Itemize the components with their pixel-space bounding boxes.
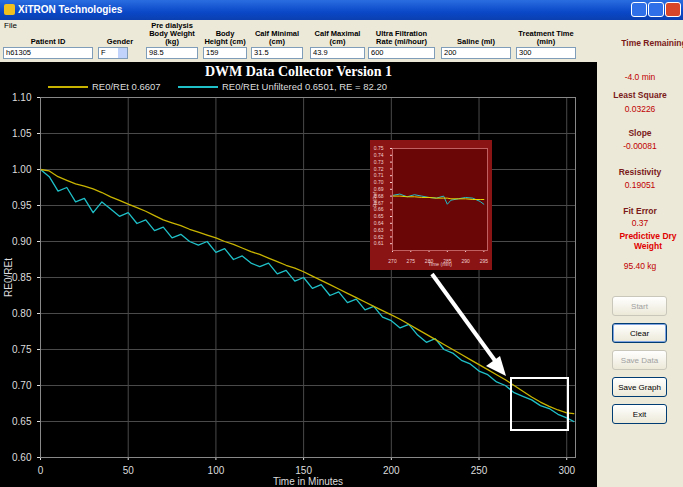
svg-text:0.60: 0.60	[12, 452, 32, 463]
svg-text:1.00: 1.00	[12, 164, 32, 175]
html-text:43.9: 43.9	[313, 48, 328, 57]
svg-text:275: 275	[407, 258, 416, 264]
html-text:Saline (ml): Saline (ml)	[457, 37, 495, 46]
svg-text:270: 270	[388, 258, 397, 264]
svg-text:0.68: 0.68	[373, 192, 384, 199]
html-text:Save Graph: Save Graph	[618, 382, 661, 392]
html-text:0.37: 0.37	[631, 218, 649, 228]
svg-text:0.75: 0.75	[12, 344, 32, 355]
svg-text:0.64: 0.64	[374, 220, 384, 226]
html-text:159: 159	[206, 48, 219, 57]
svg-text:0.95: 0.95	[12, 200, 32, 211]
svg-text:RE0/REt: RE0/REt	[3, 258, 14, 297]
html-text:Resistivity: Resistivity	[618, 167, 662, 177]
svg-text:0.71: 0.71	[374, 172, 384, 178]
svg-text:0.63: 0.63	[374, 227, 384, 233]
html-text:XiTRON Technologies: XiTRON Technologies	[18, 4, 123, 15]
html-text:-0.00081: -0.00081	[623, 141, 657, 151]
svg-text:100: 100	[208, 465, 225, 476]
html-text:31.5: 31.5	[254, 48, 269, 57]
svg-text:0.75: 0.75	[374, 145, 384, 151]
html-text:Pre dialysis Body Weight (kg): Pre dialysis Body Weight (kg)	[149, 21, 195, 46]
svg-text:0.85: 0.85	[12, 272, 32, 283]
svg-text:50: 50	[123, 465, 135, 476]
html-text:Patient ID: Patient ID	[30, 37, 66, 46]
svg-text:250: 250	[471, 465, 488, 476]
svg-text:0.70: 0.70	[374, 179, 384, 185]
svg-text:0: 0	[38, 465, 44, 476]
html-text:RE0/REt Unfiltered 0.6501, RE: RE0/REt Unfiltered 0.6501, RE = 82.20	[222, 81, 387, 92]
svg-text:0.65: 0.65	[12, 416, 32, 427]
html-text:Clear: Clear	[629, 328, 650, 338]
svg-text:200: 200	[383, 465, 400, 476]
html-text:Treatment Time (min): Treatment Time (min)	[518, 29, 574, 46]
svg-text:0.72: 0.72	[374, 166, 384, 172]
svg-text:0.69: 0.69	[374, 186, 384, 192]
svg-text:150: 150	[295, 465, 312, 476]
html-text:RE0/REt 0.6607: RE0/REt 0.6607	[92, 81, 161, 92]
html-text:600: 600	[371, 48, 384, 57]
svg-text:0.67: 0.67	[373, 199, 384, 206]
svg-text:RelRef: RelRef	[372, 191, 378, 207]
svg-text:0.73: 0.73	[374, 159, 384, 165]
svg-text:0.66: 0.66	[373, 206, 384, 213]
html-text:F: F	[101, 48, 106, 57]
svg-text:0.70: 0.70	[12, 380, 32, 391]
html-text:Save Data: Save Data	[620, 355, 659, 365]
html-text:Fit Error: Fit Error	[623, 206, 657, 216]
html-text:Calf Maximal (cm): Calf Maximal (cm)	[314, 29, 361, 46]
html-text:Gender: Gender	[106, 37, 134, 46]
svg-text:290: 290	[461, 258, 470, 264]
svg-text:1.10: 1.10	[12, 92, 32, 103]
html-text:Exit: Exit	[632, 409, 647, 419]
html-text:Least Square: Least Square	[613, 90, 667, 100]
html-text:0.19051: 0.19051	[624, 180, 656, 190]
html-text:Ultra Filtration Rate (ml/hour: Ultra Filtration Rate (ml/hour)	[375, 29, 428, 46]
html-text:300: 300	[519, 48, 532, 57]
html-text:98.5: 98.5	[149, 48, 164, 57]
html-text:h61305: h61305	[6, 48, 31, 57]
svg-text:0.90: 0.90	[12, 236, 32, 247]
html-text:200: 200	[444, 48, 457, 57]
html-text:95.40 kg: 95.40 kg	[623, 261, 657, 271]
svg-text:1.05: 1.05	[12, 128, 32, 139]
html-text:0.03226: 0.03226	[624, 104, 656, 114]
html-text:Start: Start	[631, 301, 648, 311]
svg-text:0.74: 0.74	[374, 152, 384, 158]
html-text:Calf Minimal (cm): Calf Minimal (cm)	[254, 29, 300, 46]
html-text:Body Height (cm): Body Height (cm)	[204, 29, 246, 46]
svg-text:295: 295	[480, 258, 489, 264]
svg-text:300: 300	[558, 465, 575, 476]
html-text:DWM Data Collector Version 1: DWM Data Collector Version 1	[204, 64, 393, 79]
html-text:-4.0 min: -4.0 min	[624, 72, 656, 82]
html-text:Predictive Dry Weight: Predictive Dry Weight	[619, 231, 677, 251]
svg-text:Time in Minutes: Time in Minutes	[273, 476, 343, 487]
html-text:Slope: Slope	[628, 128, 652, 138]
svg-text:0.65: 0.65	[374, 213, 384, 219]
svg-text:0.80: 0.80	[12, 308, 32, 319]
svg-text:Time (min): Time (min)	[428, 261, 452, 267]
svg-text:0.62: 0.62	[374, 234, 384, 240]
html-text:File: File	[4, 21, 17, 30]
svg-text:0.61: 0.61	[374, 240, 384, 246]
